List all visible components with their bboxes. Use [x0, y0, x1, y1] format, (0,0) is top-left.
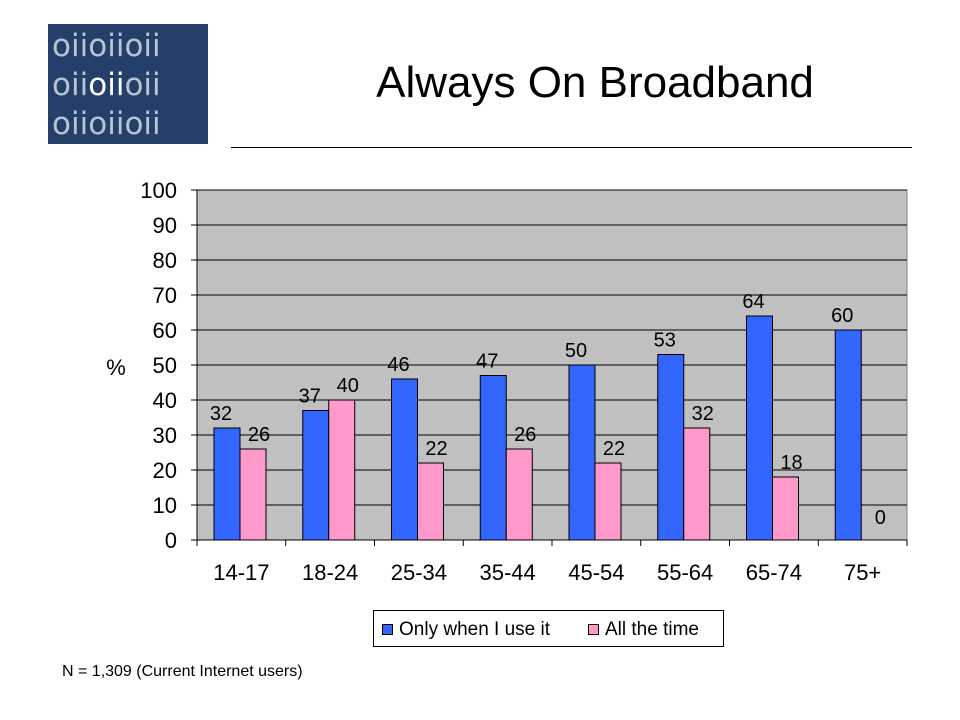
x-tick-label: 65-74	[746, 560, 802, 585]
data-label: 32	[692, 403, 714, 425]
data-label: 37	[299, 386, 321, 408]
y-tick-label: 90	[153, 213, 177, 238]
bar-all-the-time	[772, 476, 799, 541]
bar-only-when-used	[834, 329, 862, 541]
data-label: 40	[337, 375, 359, 397]
data-label: 60	[831, 305, 853, 327]
x-tick-label: 14-17	[213, 560, 269, 585]
logo: oiioiioii oiioiioii oiioiioii	[48, 24, 208, 144]
footnote: N = 1,309 (Current Internet users)	[62, 663, 303, 680]
y-tick-label: 40	[153, 388, 177, 413]
bar-all-the-time	[417, 462, 444, 541]
legend-item: All the time	[588, 611, 699, 648]
title-divider	[231, 147, 912, 148]
logo-row: oiioiioii	[52, 28, 161, 64]
data-label: 22	[425, 438, 447, 460]
data-label: 50	[565, 340, 587, 362]
y-axis-label: %	[106, 355, 126, 380]
logo-row: oiioiioii	[52, 106, 161, 142]
bar-only-when-used	[657, 354, 685, 541]
bar-only-when-used	[746, 315, 773, 541]
legend-item: Only when I use it	[382, 611, 550, 648]
legend-swatch	[588, 624, 599, 635]
legend-label: Only when I use it	[399, 618, 551, 640]
x-tick-label: 35-44	[479, 560, 535, 585]
data-label: 22	[603, 438, 625, 460]
logo-row: oiioiioii	[52, 67, 161, 103]
data-label: 47	[476, 351, 498, 373]
x-tick-label: 18-24	[302, 560, 358, 585]
y-tick-label: 100	[140, 178, 177, 203]
y-tick-label: 60	[153, 318, 177, 343]
bar-only-when-used	[568, 364, 596, 541]
bar-only-when-used	[213, 427, 241, 541]
data-label: 46	[387, 354, 409, 376]
data-label: 26	[514, 424, 536, 446]
bar-all-the-time	[683, 427, 711, 541]
legend-label: All the time	[605, 618, 699, 640]
data-label: 26	[248, 424, 270, 446]
y-tick-label: 70	[153, 283, 177, 308]
bar-only-when-used	[479, 375, 507, 541]
chart-legend: Only when I use it All the time	[373, 610, 724, 647]
y-tick-label: 10	[153, 493, 177, 518]
data-label: 0	[875, 507, 886, 529]
y-tick-label: 50	[153, 353, 177, 378]
x-tick-label: 75+	[844, 560, 881, 585]
data-label: 64	[742, 291, 764, 313]
bar-all-the-time	[239, 448, 267, 541]
bar-only-when-used	[391, 378, 418, 541]
bar-all-the-time	[505, 448, 533, 541]
y-tick-label: 30	[153, 423, 177, 448]
y-tick-label: 0	[165, 528, 177, 553]
x-tick-label: 55-64	[657, 560, 713, 585]
bar-all-the-time	[328, 399, 356, 541]
y-tick-label: 20	[153, 458, 177, 483]
bar-only-when-used	[302, 410, 330, 541]
data-label: 32	[210, 403, 232, 425]
legend-swatch	[382, 624, 393, 635]
y-tick-label: 80	[153, 248, 177, 273]
slide-title: Always On Broadband	[376, 58, 814, 107]
x-tick-label: 25-34	[391, 560, 447, 585]
x-tick-label: 45-54	[568, 560, 624, 585]
data-label: 18	[780, 452, 802, 474]
bar-all-the-time	[594, 462, 622, 541]
data-label: 53	[654, 330, 676, 352]
